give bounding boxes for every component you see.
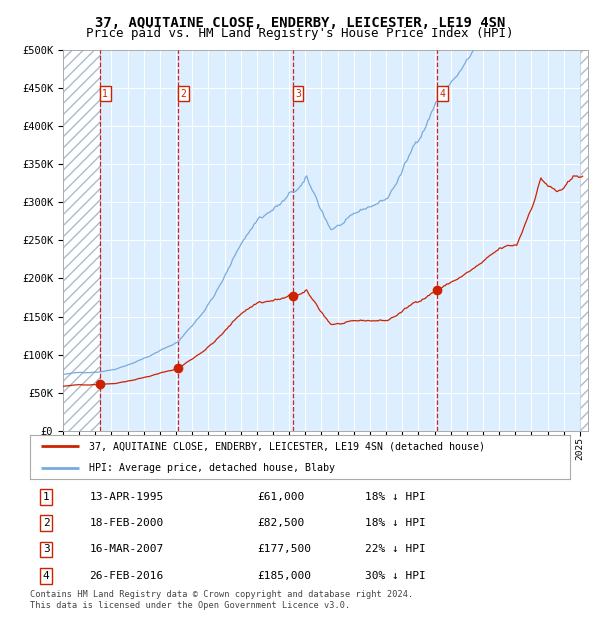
Text: 22% ↓ HPI: 22% ↓ HPI bbox=[365, 544, 425, 554]
Text: 30% ↓ HPI: 30% ↓ HPI bbox=[365, 571, 425, 581]
Text: 3: 3 bbox=[295, 89, 301, 99]
Text: 1: 1 bbox=[102, 89, 108, 99]
Text: £61,000: £61,000 bbox=[257, 492, 304, 502]
Text: HPI: Average price, detached house, Blaby: HPI: Average price, detached house, Blab… bbox=[89, 463, 335, 473]
Text: 1: 1 bbox=[43, 492, 50, 502]
Text: 4: 4 bbox=[439, 89, 445, 99]
Text: Price paid vs. HM Land Registry's House Price Index (HPI): Price paid vs. HM Land Registry's House … bbox=[86, 27, 514, 40]
Text: 26-FEB-2016: 26-FEB-2016 bbox=[89, 571, 164, 581]
Bar bbox=[580, 50, 588, 431]
Text: 16-MAR-2007: 16-MAR-2007 bbox=[89, 544, 164, 554]
Text: £82,500: £82,500 bbox=[257, 518, 304, 528]
Text: 2: 2 bbox=[181, 89, 187, 99]
Text: 18% ↓ HPI: 18% ↓ HPI bbox=[365, 518, 425, 528]
Text: 37, AQUITAINE CLOSE, ENDERBY, LEICESTER, LE19 4SN: 37, AQUITAINE CLOSE, ENDERBY, LEICESTER,… bbox=[95, 16, 505, 30]
Text: 3: 3 bbox=[43, 544, 50, 554]
Text: 37, AQUITAINE CLOSE, ENDERBY, LEICESTER, LE19 4SN (detached house): 37, AQUITAINE CLOSE, ENDERBY, LEICESTER,… bbox=[89, 441, 485, 451]
Text: 2: 2 bbox=[43, 518, 50, 528]
Text: 18% ↓ HPI: 18% ↓ HPI bbox=[365, 492, 425, 502]
Bar bbox=[63, 50, 100, 431]
Text: £185,000: £185,000 bbox=[257, 571, 311, 581]
Text: £177,500: £177,500 bbox=[257, 544, 311, 554]
Text: Contains HM Land Registry data © Crown copyright and database right 2024.
This d: Contains HM Land Registry data © Crown c… bbox=[30, 590, 413, 609]
Text: 18-FEB-2000: 18-FEB-2000 bbox=[89, 518, 164, 528]
Text: 13-APR-1995: 13-APR-1995 bbox=[89, 492, 164, 502]
Text: 4: 4 bbox=[43, 571, 50, 581]
